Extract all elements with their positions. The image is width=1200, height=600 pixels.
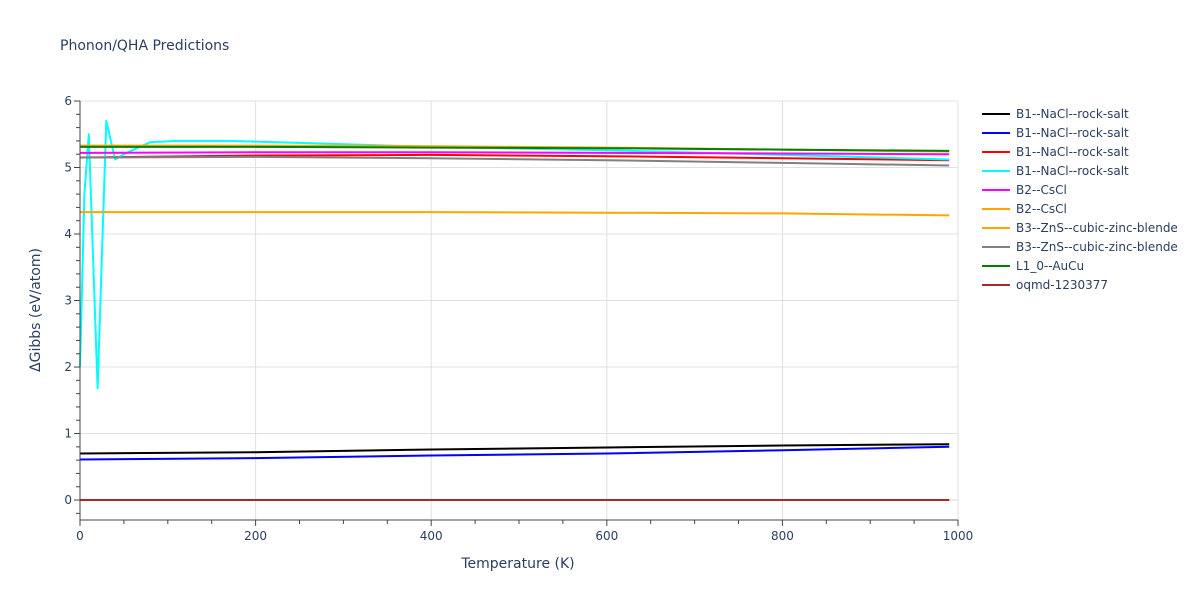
legend-label: B2--CsCl [1016, 202, 1067, 216]
legend-item[interactable]: B3--ZnS--cubic-zinc-blende [982, 221, 1178, 235]
y-tick-label: 1 [64, 427, 72, 441]
y-tick-label: 5 [64, 161, 72, 175]
series-line-0 [79, 443, 950, 455]
series-line-3 [79, 120, 950, 390]
legend-label: B1--NaCl--rock-salt [1016, 107, 1129, 121]
legend-label: L1_0--AuCu [1016, 259, 1084, 273]
axis-layer: 0 200 400 600 800 1000 0 1 2 3 4 5 6 [64, 94, 973, 543]
legend-label: oqmd-1230377 [1016, 278, 1108, 292]
series-line-7 [79, 155, 950, 167]
y-tick-label: 3 [64, 294, 72, 308]
x-axis-title: Temperature (K) [460, 556, 574, 572]
x-tick-label: 600 [595, 529, 618, 543]
legend-item[interactable]: B1--NaCl--rock-salt [982, 126, 1129, 140]
legend-item[interactable]: B1--NaCl--rock-salt [982, 107, 1129, 121]
y-axis-title: ΔGibbs (eV/atom) [28, 248, 44, 372]
y-tick-label: 6 [64, 94, 72, 108]
x-tick-label: 1000 [943, 529, 974, 543]
legend-label: B2--CsCl [1016, 183, 1067, 197]
series-line-1 [79, 445, 950, 461]
chart-title: Phonon/QHA Predictions [60, 38, 229, 54]
legend-item[interactable]: B3--ZnS--cubic-zinc-blende [982, 240, 1178, 254]
y-tick-label: 2 [64, 360, 72, 374]
legend-item[interactable]: B2--CsCl [982, 183, 1067, 197]
series-line-5 [80, 211, 950, 217]
x-tick-label: 400 [420, 529, 443, 543]
series-layer [79, 120, 950, 501]
legend-item[interactable]: L1_0--AuCu [982, 259, 1084, 273]
x-tick-label: 0 [76, 529, 84, 543]
legend-item[interactable]: oqmd-1230377 [982, 278, 1108, 292]
series-line-2 [79, 153, 950, 162]
legend-item[interactable]: B1--NaCl--rock-salt [982, 145, 1129, 159]
y-tick-label: 0 [64, 493, 72, 507]
legend-item[interactable]: B1--NaCl--rock-salt [982, 164, 1129, 178]
legend-label: B1--NaCl--rock-salt [1016, 126, 1129, 140]
legend-label: B1--NaCl--rock-salt [1016, 145, 1129, 159]
legend-label: B1--NaCl--rock-salt [1016, 164, 1129, 178]
series-line-4 [79, 151, 950, 156]
legend-label: B3--ZnS--cubic-zinc-blende [1016, 240, 1178, 254]
legend-item[interactable]: B2--CsCl [982, 202, 1067, 216]
x-tick-label: 800 [771, 529, 794, 543]
legend[interactable]: B1--NaCl--rock-salt B1--NaCl--rock-salt B1… [982, 107, 1178, 292]
legend-label: B3--ZnS--cubic-zinc-blende [1016, 221, 1178, 235]
series-line-8 [80, 145, 950, 152]
y-tick-label: 4 [64, 227, 72, 241]
x-tick-label: 200 [244, 529, 267, 543]
